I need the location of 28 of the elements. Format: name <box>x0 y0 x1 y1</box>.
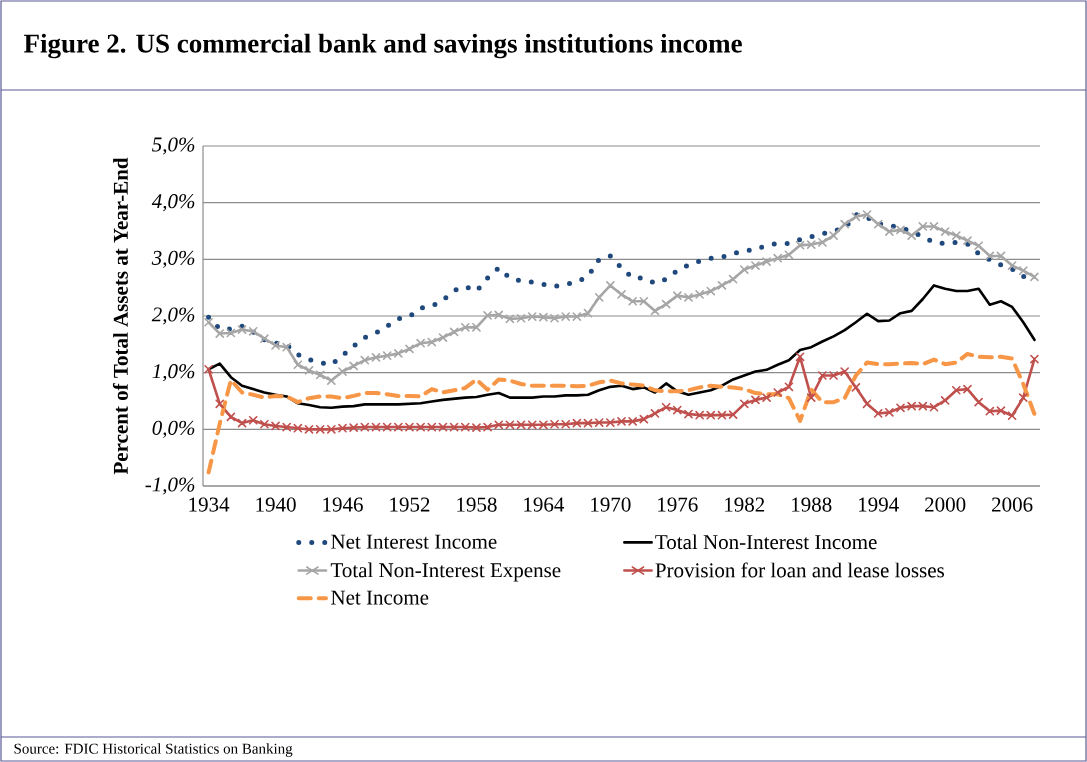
legend-label: Total Non-Interest Expense <box>330 562 561 582</box>
y-tick-label: 0,0% <box>152 420 195 438</box>
x-tick-label: 1934 <box>189 497 230 512</box>
x-tick-label: 1958 <box>457 497 497 512</box>
x-tick-label: 1976 <box>658 497 698 512</box>
x-tick-label: 1970 <box>591 497 631 512</box>
y-tick-label: 5,0% <box>152 137 195 155</box>
y-axis-title: Percent of Total Assets at Year-End <box>112 157 128 475</box>
x-tick-label: 1982 <box>725 497 765 512</box>
legend-label: Provision for loan and lease losses <box>655 562 944 578</box>
y-tick-label: 2,0% <box>151 307 195 325</box>
y-tick-label: 1,0% <box>152 364 195 382</box>
x-tick-label: 1940 <box>256 497 296 512</box>
x-tick-label: 2006 <box>992 497 1033 512</box>
chart-title: Figure 2. US commercial bank and savings institutions income <box>23 33 742 59</box>
x-tick-label: 1946 <box>323 497 363 512</box>
y-tick-label: -1,0% <box>145 477 195 495</box>
y-tick-label: 4,0% <box>151 194 195 212</box>
legend-label: Total Non-Interest Income <box>655 534 877 550</box>
x-tick-label: 1964 <box>524 497 565 512</box>
legend-label: Net Interest Income <box>331 534 497 549</box>
legend-label: Net Income <box>331 590 429 605</box>
x-tick-label: 1988 <box>792 497 832 512</box>
x-tick-label: 1994 <box>859 497 899 512</box>
x-tick-label: 1952 <box>390 497 430 512</box>
y-tick-label: 3,0% <box>151 250 195 268</box>
x-tick-label: 2000 <box>925 497 966 512</box>
source-note: Source: FDIC Historical Statistics on Banking <box>14 743 293 757</box>
